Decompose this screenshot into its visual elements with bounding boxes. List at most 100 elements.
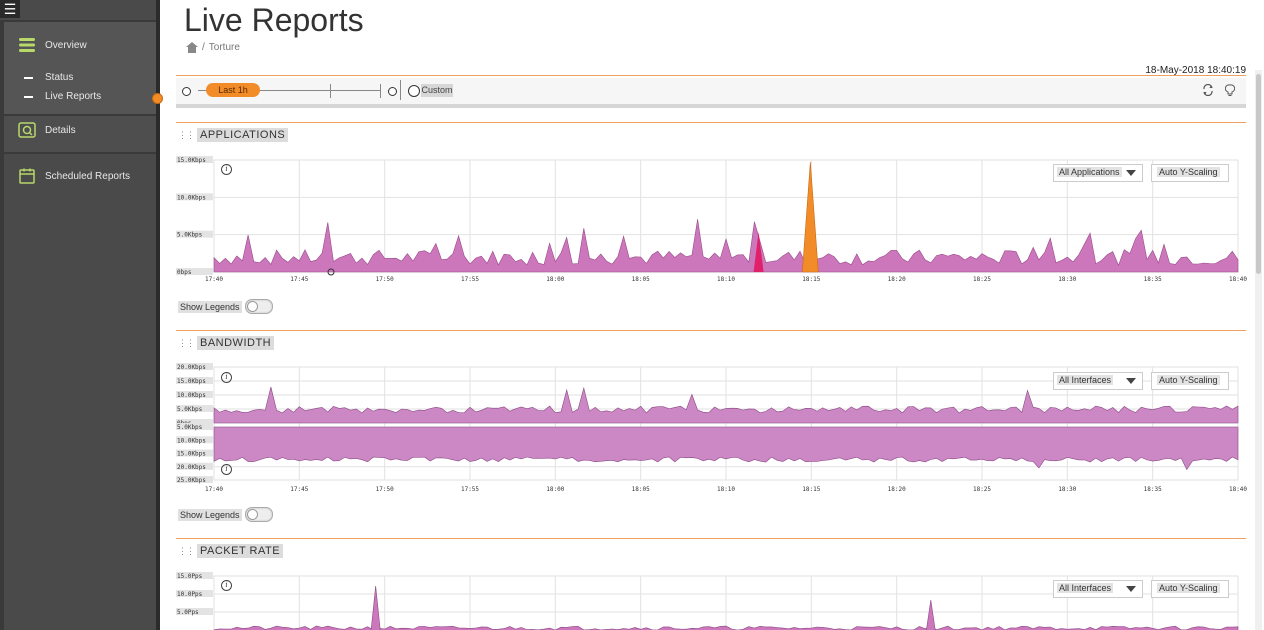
x-tick-label: 17:45 (290, 486, 308, 493)
y-tick-bg (176, 156, 213, 163)
x-tick-label: 18:30 (1058, 276, 1076, 283)
info-icon[interactable]: i (221, 164, 232, 175)
x-tick-label: 18:10 (717, 486, 735, 493)
info-icon[interactable]: i (221, 464, 232, 475)
scaling-value: Auto Y-Scaling (1157, 375, 1220, 385)
x-tick-label: 18:00 (546, 276, 564, 283)
series-spike (370, 585, 381, 630)
select-value: All Interfaces (1057, 583, 1114, 593)
series-download-area (213, 426, 1239, 471)
y-tick-bg (176, 419, 213, 426)
y-tick-label: 15.0Kbps (177, 451, 206, 458)
slider-tick (380, 84, 381, 98)
bandwidth-scaling-select[interactable]: Auto Y-Scaling (1151, 372, 1229, 390)
y-tick-bg (176, 391, 213, 398)
x-tick-label: 18:20 (888, 276, 906, 283)
calendar-icon (19, 168, 35, 184)
drag-handle-icon[interactable]: ⋮⋮ (178, 545, 195, 556)
series-spike (802, 161, 819, 273)
divider (176, 538, 1246, 539)
section-title: APPLICATIONS (197, 128, 289, 142)
info-icon[interactable]: i (221, 372, 232, 383)
home-icon[interactable] (186, 42, 198, 53)
sidebar-item-overview[interactable]: Overview (18, 37, 87, 53)
info-icon[interactable]: i (221, 580, 232, 591)
series-area (213, 625, 1239, 630)
custom-range-button[interactable]: Custom (421, 84, 453, 97)
sidebar-subitem-live-reports[interactable]: Live Reports (24, 91, 101, 102)
refresh-icon[interactable] (1202, 84, 1214, 96)
y-tick-label: 5.0Pps (177, 609, 199, 616)
packet-rate-scaling-select[interactable]: Auto Y-Scaling (1151, 580, 1229, 598)
range-radio-end[interactable] (388, 87, 397, 96)
scaling-value: Auto Y-Scaling (1157, 583, 1220, 593)
x-tick-label: 18:25 (973, 486, 991, 493)
hamburger-icon[interactable]: ☰ (0, 0, 20, 18)
sidebar-subitem-status[interactable]: Status (24, 72, 73, 83)
x-tick-label: 18:40 (1229, 276, 1247, 283)
scrollbar-thumb[interactable] (1256, 74, 1261, 274)
x-tick-label: 18:15 (802, 486, 820, 493)
sidebar-rest-band (4, 154, 158, 630)
drag-handle-icon[interactable]: ⋮⋮ (178, 337, 195, 348)
sidebar-item-scheduled-reports[interactable]: Scheduled Reports (18, 168, 130, 184)
show-legends-toggle[interactable] (244, 299, 273, 314)
scaling-value: Auto Y-Scaling (1157, 167, 1220, 177)
x-tick-label: 17:50 (376, 486, 394, 493)
show-legends-label: Show Legends (178, 508, 242, 521)
packet-rate-filter-select[interactable]: All Interfaces (1053, 580, 1143, 598)
time-slider-track[interactable] (198, 90, 380, 91)
section-title: PACKET RATE (197, 544, 284, 558)
lightbulb-icon[interactable] (1225, 84, 1235, 97)
applications-filter-select[interactable]: All Applications (1053, 164, 1143, 182)
breadcrumb-current[interactable]: Torture (208, 42, 240, 53)
y-tick-bg (176, 476, 213, 483)
y-tick-bg (176, 608, 213, 615)
overview-icon (19, 38, 35, 52)
x-tick-label: 17:40 (205, 486, 223, 493)
dash-icon (24, 76, 33, 79)
y-tick-label: 10.0Pps (177, 591, 203, 598)
y-tick-label: 10.0Kbps (177, 392, 206, 399)
x-tick-label: 18:15 (802, 276, 820, 283)
breadcrumb-separator: / (202, 42, 205, 53)
x-tick-label: 17:45 (290, 276, 308, 283)
sidebar: ☰ Overview Status Live Reports Details (0, 0, 160, 630)
y-tick-label: 0bps (177, 269, 192, 276)
chevron-down-icon (1126, 170, 1136, 176)
y-tick-bg (176, 462, 213, 470)
chevron-down-icon (1126, 378, 1136, 384)
preset-last-1h-button[interactable]: Last 1h (206, 83, 260, 97)
y-tick-bg (176, 230, 213, 238)
x-tick-label: 18:20 (888, 486, 906, 493)
x-tick-label: 17:55 (461, 276, 479, 283)
sidebar-subitem-label: Live Reports (45, 91, 102, 102)
y-tick-bg (176, 572, 213, 579)
slider-tick (400, 80, 401, 100)
packet-rate-chart: 15.0Pps 10.0Pps 5.0Pps (176, 572, 1239, 630)
range-radio-start[interactable] (182, 87, 191, 96)
y-tick-bg (176, 377, 213, 384)
bandwidth-filter-select[interactable]: All Interfaces (1053, 372, 1143, 390)
show-legends-label: Show Legends (178, 300, 242, 313)
y-tick-bg (176, 436, 213, 444)
y-tick-bg (176, 268, 213, 275)
page-scrollbar[interactable] (1255, 70, 1262, 630)
applications-scaling-select[interactable]: Auto Y-Scaling (1151, 164, 1229, 182)
sidebar-item-label: Scheduled Reports (45, 170, 131, 182)
show-legends-toggle[interactable] (244, 507, 273, 522)
divider (176, 122, 1246, 123)
y-tick-label: 15.0Pps (177, 573, 203, 580)
y-tick-label: 25.0Kbps (177, 477, 206, 484)
series-spike (926, 599, 936, 630)
x-tick-label: 18:40 (1229, 486, 1247, 493)
details-icon (18, 122, 36, 138)
divider (176, 75, 1246, 76)
custom-radio[interactable] (408, 85, 420, 97)
drag-handle-icon[interactable]: ⋮⋮ (178, 129, 195, 140)
sidebar-item-details[interactable]: Details (18, 122, 76, 138)
timestamp: 18-May-2018 18:40:19 (1145, 65, 1246, 76)
section-title: BANDWIDTH (197, 336, 275, 350)
series-area (213, 219, 1239, 273)
x-tick-label: 18:05 (632, 486, 650, 493)
